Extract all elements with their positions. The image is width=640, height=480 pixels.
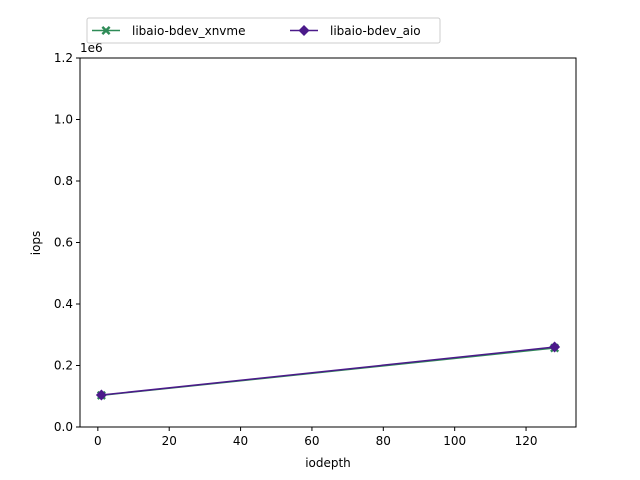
y-tick-label-2: 0.4 <box>54 297 73 311</box>
y-tick-label-5: 1.0 <box>54 113 73 127</box>
y-tick-label-4: 0.8 <box>54 174 73 188</box>
x-tick-label-80: 80 <box>376 434 391 448</box>
legend-label-libaio-bdev-xnvme: libaio-bdev_xnvme <box>132 24 245 38</box>
x-axis-label: iodepth <box>305 456 351 470</box>
y-tick-label-1: 0.2 <box>54 359 73 373</box>
series-line-libaio-bdev-aio <box>101 346 555 396</box>
x-tick-label-60: 60 <box>304 434 319 448</box>
legend-box <box>86 17 441 44</box>
x-tick-label-40: 40 <box>233 434 248 448</box>
x-tick-label-120: 120 <box>515 434 538 448</box>
legend: libaio-bdev_xnvme libaio-bdev_aio <box>86 17 441 44</box>
y-tick-label-3: 0.6 <box>54 236 73 250</box>
legend-marker-aio-icon <box>298 25 310 36</box>
y-tick-label-6: 1.2 <box>54 51 73 65</box>
y-axis-label: iops <box>29 231 43 256</box>
y-tick-label-0: 0.0 <box>54 420 73 434</box>
y-offset-text: 1e6 <box>80 41 103 55</box>
legend-marker-xnvme-icon <box>101 26 111 35</box>
data-point-libaio-bdev-aio-0 <box>95 389 107 401</box>
data-point-libaio-bdev-aio-1 <box>549 341 561 353</box>
x-tick-label-20: 20 <box>162 434 177 448</box>
x-tick-label-0: 0 <box>94 434 102 448</box>
plot-lines <box>95 341 561 401</box>
legend-label-libaio-bdev-aio: libaio-bdev_aio <box>330 24 421 38</box>
x-tick-label-100: 100 <box>443 434 466 448</box>
x-axis: 0 20 40 60 80 100 120 <box>94 427 537 448</box>
y-axis: 0.0 0.2 0.4 0.6 0.8 1.0 1.2 <box>54 51 80 434</box>
